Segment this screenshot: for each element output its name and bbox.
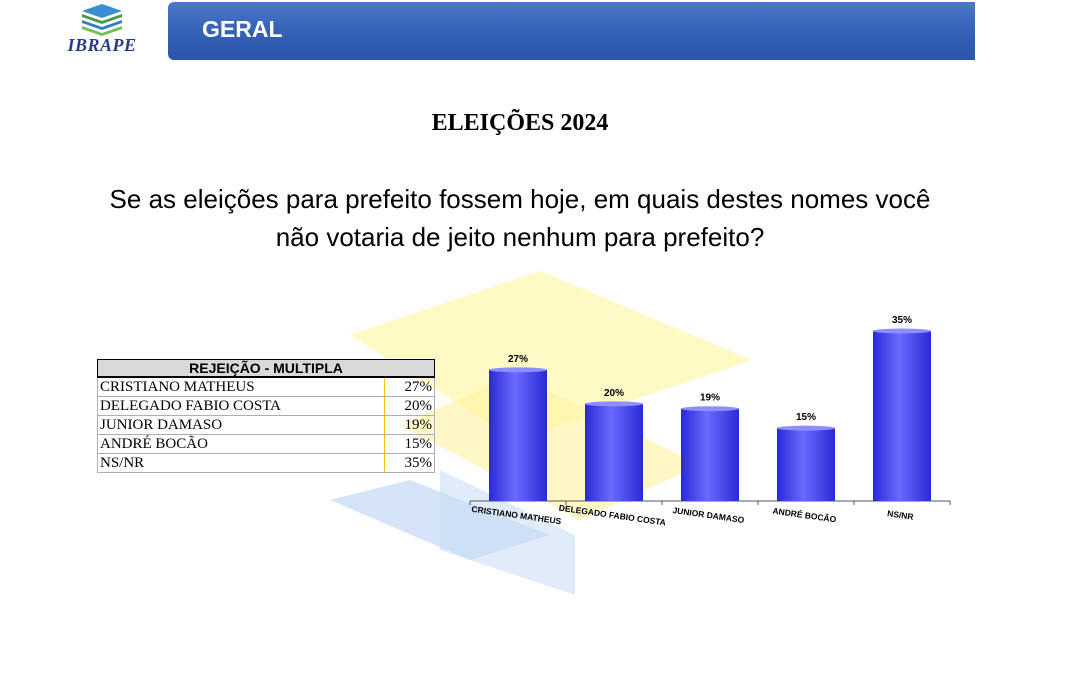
bar	[681, 408, 739, 501]
category-label: JUNIOR DAMASO	[672, 505, 745, 525]
bar-top-cap	[873, 328, 931, 334]
question-line-2: não votaria de jeito nenhum para prefeit…	[275, 222, 765, 252]
bar	[489, 369, 547, 501]
question-line-1: Se as eleições para prefeito fossem hoje…	[109, 184, 931, 214]
data-label: 35%	[892, 315, 912, 326]
bar-top-cap	[777, 425, 835, 431]
table-row: JUNIOR DAMASO 19%	[97, 415, 436, 435]
question-text: Se as eleições para prefeito fossem hoje…	[60, 180, 980, 256]
data-label: 19%	[700, 393, 720, 404]
table-cell-percent: 35%	[383, 453, 436, 473]
bar-top-cap	[489, 367, 547, 373]
bar	[585, 403, 643, 501]
bar-top-cap	[681, 406, 739, 412]
table-row: NS/NR 35%	[97, 453, 436, 473]
table-cell-name: ANDRÉ BOCÃO	[97, 434, 385, 454]
table-row: CRISTIANO MATHEUS 27%	[97, 376, 436, 397]
table-cell-percent: 20%	[383, 396, 436, 416]
category-label: CRISTIANO MATHEUS	[471, 504, 562, 527]
header-bar: GERAL	[168, 2, 975, 60]
table-row: ANDRÉ BOCÃO 15%	[97, 434, 436, 454]
bar-top-cap	[585, 401, 643, 407]
table-cell-percent: 27%	[383, 376, 436, 397]
table-cell-name: CRISTIANO MATHEUS	[97, 376, 385, 397]
data-label: 15%	[796, 412, 816, 423]
category-label: ANDRÉ BOCÃO	[772, 506, 837, 525]
data-label: 27%	[508, 354, 528, 365]
table-header-row: REJEIÇÃO - MULTIPLA	[97, 359, 435, 378]
table-row: DELEGADO FABIO COSTA 20%	[97, 396, 436, 416]
rejection-bar-chart: 27% CRISTIANO MATHEUS 20% DELEGADO FABIO CO…	[469, 315, 951, 528]
table-cell-percent: 15%	[383, 434, 436, 454]
bar	[873, 331, 931, 501]
header-title: GERAL	[202, 16, 283, 42]
page-title: ELEIÇÕES 2024	[431, 110, 609, 136]
ibrape-logo-icon	[82, 4, 122, 36]
ibrape-logo: IBRAPE	[52, 2, 152, 58]
rejection-table: REJEIÇÃO - MULTIPLA CRISTIANO MATHEUS 27…	[97, 359, 436, 473]
data-label: 20%	[604, 388, 624, 399]
bar	[777, 428, 835, 501]
logo-text: IBRAPE	[67, 35, 137, 55]
table-header: REJEIÇÃO - MULTIPLA	[97, 359, 435, 378]
table-cell-percent: 19%	[383, 415, 436, 435]
category-label: NS/NR	[887, 508, 915, 522]
category-label: DELEGADO FABIO COSTA	[558, 503, 666, 528]
table-cell-name: JUNIOR DAMASO	[97, 415, 385, 435]
table-cell-name: NS/NR	[97, 453, 385, 473]
table-cell-name: DELEGADO FABIO COSTA	[97, 396, 385, 416]
